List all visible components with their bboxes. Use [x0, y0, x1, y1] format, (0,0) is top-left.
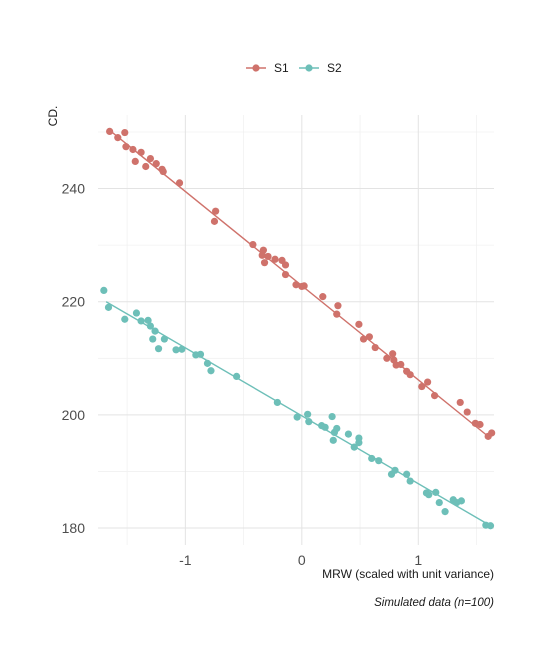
- point-s2: [178, 345, 186, 353]
- point-s2: [391, 466, 399, 474]
- point-s1: [260, 259, 269, 267]
- point-s2: [457, 497, 465, 505]
- point-s1: [264, 252, 272, 261]
- point-s1: [281, 261, 290, 269]
- legend: S1 S2: [246, 61, 342, 75]
- point-s2: [486, 522, 495, 530]
- point-s2: [233, 372, 241, 380]
- point-s2: [350, 443, 358, 451]
- point-s2: [329, 436, 337, 444]
- point-s2: [293, 413, 301, 421]
- point-s2: [132, 309, 141, 317]
- point-s1: [175, 179, 184, 187]
- point-s1: [137, 148, 145, 156]
- point-s2: [333, 424, 341, 433]
- point-s1: [319, 293, 327, 301]
- fit-lines: [105, 129, 491, 527]
- point-s1: [146, 154, 155, 163]
- point-s1: [129, 145, 137, 154]
- point-s2: [273, 398, 281, 407]
- y-axis-title: CD.: [46, 106, 60, 127]
- point-s1: [476, 420, 484, 429]
- point-s1: [365, 333, 373, 341]
- point-s1: [371, 343, 379, 352]
- point-s1: [389, 350, 397, 358]
- point-s1: [212, 207, 220, 215]
- point-s2: [100, 286, 108, 294]
- point-s2: [172, 346, 180, 354]
- point-s2: [144, 316, 152, 324]
- point-s2: [328, 412, 336, 421]
- point-s1: [431, 392, 439, 400]
- point-s2: [375, 457, 383, 465]
- point-s2: [154, 345, 163, 353]
- point-s1: [249, 240, 257, 249]
- point-s1: [142, 162, 150, 171]
- legend-label: S1: [274, 61, 289, 75]
- point-s2: [425, 491, 433, 499]
- legend-label: S2: [327, 61, 342, 75]
- point-s1: [106, 127, 114, 136]
- legend-key-point: [305, 64, 313, 72]
- point-s1: [114, 134, 122, 142]
- point-s2: [403, 470, 411, 478]
- point-s2: [344, 430, 353, 438]
- point-s2: [160, 335, 168, 343]
- point-s1: [406, 371, 414, 379]
- legend-key-point: [252, 64, 260, 72]
- point-s2: [104, 303, 113, 311]
- point-s1: [334, 302, 342, 310]
- y-tick-label: 240: [62, 181, 86, 197]
- point-s1: [159, 167, 167, 176]
- point-s2: [121, 315, 129, 323]
- point-s1: [300, 282, 308, 290]
- x-tick-label: -1: [179, 552, 192, 568]
- point-s2: [304, 410, 312, 418]
- tick-labels: -1 0 1 180 200 220 240: [62, 181, 423, 568]
- point-s1: [456, 398, 464, 407]
- point-s1: [210, 217, 219, 225]
- point-s1: [359, 335, 368, 343]
- point-s1: [424, 378, 432, 386]
- point-s2: [432, 488, 440, 496]
- point-s1: [463, 408, 471, 416]
- point-s2: [406, 477, 414, 485]
- point-s1: [131, 157, 139, 165]
- point-s2: [137, 317, 145, 325]
- point-s2: [305, 418, 313, 426]
- point-s1: [152, 160, 160, 168]
- y-tick-label: 200: [62, 407, 86, 423]
- x-axis-title: MRW (scaled with unit variance): [322, 567, 494, 581]
- point-s2: [203, 359, 212, 367]
- point-s2: [149, 335, 157, 343]
- data-points: [100, 127, 496, 530]
- chart-caption: Simulated data (n=100): [374, 597, 494, 609]
- x-tick-label: 0: [298, 552, 306, 568]
- point-s2: [207, 367, 215, 375]
- point-s1: [333, 310, 341, 318]
- point-s1: [397, 360, 405, 369]
- point-s2: [368, 454, 376, 463]
- point-s1: [355, 320, 363, 328]
- point-s1: [292, 281, 300, 289]
- point-s2: [192, 351, 200, 359]
- point-s2: [441, 508, 449, 516]
- y-tick-label: 180: [62, 520, 86, 536]
- point-s1: [488, 429, 496, 437]
- point-s2: [151, 327, 159, 335]
- point-s1: [121, 128, 129, 137]
- point-s2: [355, 438, 363, 447]
- y-tick-label: 220: [62, 294, 86, 310]
- point-s1: [281, 270, 290, 279]
- point-s1: [383, 354, 391, 362]
- point-s2: [146, 322, 155, 330]
- point-s1: [418, 382, 426, 391]
- point-s2: [435, 498, 443, 507]
- point-s2: [321, 423, 329, 431]
- point-s1: [258, 251, 266, 259]
- point-s1: [122, 143, 130, 151]
- point-s1: [271, 255, 279, 263]
- x-tick-label: 1: [414, 552, 422, 568]
